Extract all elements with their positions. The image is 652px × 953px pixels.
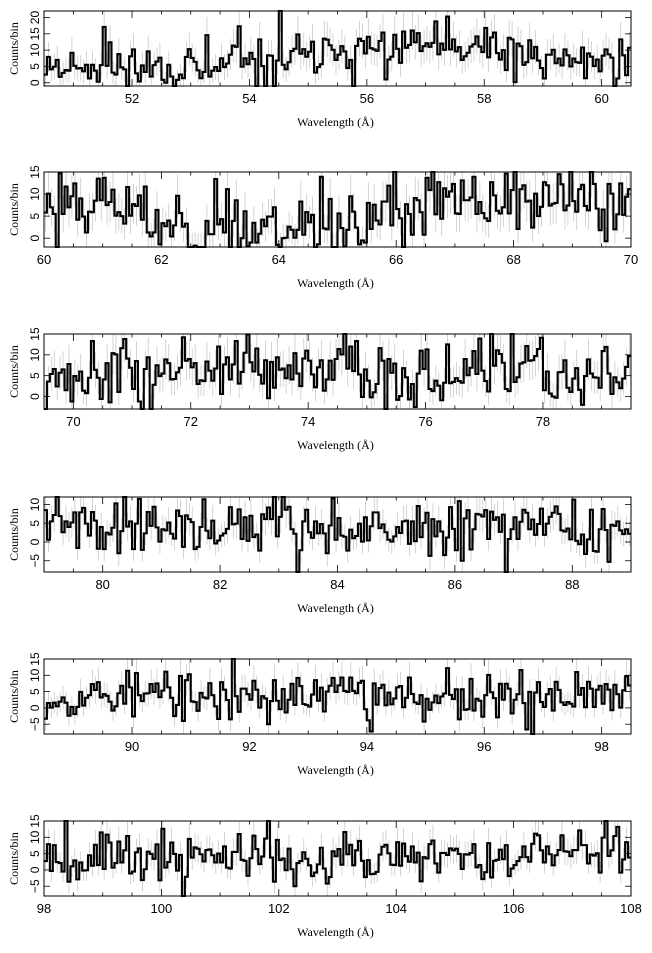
y-tick-label: 0 — [28, 704, 42, 711]
x-tick-label: 108 — [620, 901, 642, 916]
step-histogram-panel-3 — [44, 332, 631, 411]
y-tick-label: 15 — [28, 652, 42, 666]
y-tick-label: 10 — [28, 498, 42, 512]
y-tick-label: 10 — [28, 668, 42, 682]
y-tick-label: 20 — [28, 11, 42, 25]
y-axis-label: Counts/bin — [7, 832, 21, 885]
x-axis-label: Wavelength (Å) — [297, 438, 374, 452]
y-tick-label: 5 — [28, 688, 42, 695]
x-tick-label: 106 — [503, 901, 525, 916]
step-histogram-panel-6 — [44, 819, 631, 898]
x-tick-label: 94 — [360, 739, 374, 754]
x-tick-label: 98 — [37, 901, 51, 916]
x-tick-label: 70 — [624, 252, 638, 267]
y-tick-label: 5 — [28, 850, 42, 857]
y-tick-label: 5 — [28, 372, 42, 379]
x-tick-label: 60 — [594, 91, 608, 106]
x-tick-label: 62 — [154, 252, 168, 267]
y-tick-label: 0 — [28, 538, 42, 545]
x-tick-label: 102 — [268, 901, 290, 916]
x-tick-label: 98 — [594, 739, 608, 754]
x-axis-label: Wavelength (Å) — [297, 276, 374, 290]
x-tick-label: 64 — [272, 252, 286, 267]
x-tick-label: 82 — [213, 577, 227, 592]
x-tick-label: 90 — [125, 739, 139, 754]
x-tick-label: 70 — [66, 414, 80, 429]
x-axis-label: Wavelength (Å) — [297, 601, 374, 615]
y-tick-label: 15 — [28, 27, 42, 41]
step-histogram-panel-4 — [44, 495, 631, 574]
y-tick-label: 15 — [28, 165, 42, 179]
x-tick-label: 92 — [242, 739, 256, 754]
x-tick-label: 74 — [301, 414, 315, 429]
y-tick-label: −5 — [28, 879, 42, 893]
x-tick-label: 84 — [330, 577, 344, 592]
x-tick-label: 100 — [151, 901, 173, 916]
x-axis-label: Wavelength (Å) — [297, 115, 374, 129]
spectrum-panel-2: 60 62 64 66 68 70 0 5 10 15 Wavelength (Å) Counts/b… — [7, 165, 638, 290]
y-tick-label: 10 — [28, 830, 42, 844]
x-tick-label: 76 — [418, 414, 432, 429]
y-tick-label: 5 — [28, 63, 42, 70]
spectrum-panel-5: 90 92 94 96 98 −5 0 5 10 15 Wavelength (Å) Counts/b… — [7, 652, 632, 777]
step-histogram-panel-1 — [44, 9, 631, 88]
x-axis-label: Wavelength (Å) — [297, 925, 374, 939]
x-tick-label: 88 — [565, 577, 579, 592]
x-tick-label: 58 — [477, 91, 491, 106]
x-tick-label: 72 — [184, 414, 198, 429]
x-tick-label: 54 — [242, 91, 256, 106]
y-axis-label: Counts/bin — [7, 670, 21, 723]
y-tick-label: 5 — [28, 520, 42, 527]
spectrum-panel-4: 80 82 84 86 88 −5 0 5 10 Wavelength (Å) Counts/bin — [7, 495, 632, 615]
y-tick-label: 0 — [28, 79, 42, 86]
y-tick-label: 10 — [28, 187, 42, 201]
x-tick-label: 68 — [506, 252, 520, 267]
x-tick-label: 78 — [536, 414, 550, 429]
y-tick-label: 5 — [28, 212, 42, 219]
x-tick-label: 56 — [360, 91, 374, 106]
spectrum-panel-6: 98 100 102 104 106 108 −5 0 5 10 15 Wavelength (Å) C… — [7, 814, 642, 939]
y-tick-label: 10 — [28, 348, 42, 362]
y-axis-label: Counts/bin — [7, 508, 21, 561]
y-tick-label: 15 — [28, 327, 42, 341]
y-axis-label: Counts/bin — [7, 22, 21, 75]
y-tick-label: −5 — [28, 554, 42, 568]
spectrum-panel-3: 70 72 74 76 78 0 5 10 15 Wavelength (Å) Counts/bin — [7, 327, 632, 452]
spectrum-panel-1: 52 54 56 58 60 0 5 10 15 20 Wavelength (Å) Counts/b… — [7, 9, 632, 129]
y-tick-label: 10 — [28, 43, 42, 57]
x-tick-label: 86 — [448, 577, 462, 592]
x-tick-label: 60 — [37, 252, 51, 267]
y-tick-label: 0 — [28, 235, 42, 242]
y-tick-label: 0 — [28, 393, 42, 400]
y-axis-label: Counts/bin — [7, 345, 21, 398]
y-tick-label: 15 — [28, 814, 42, 828]
x-tick-label: 104 — [385, 901, 407, 916]
x-tick-label: 52 — [125, 91, 139, 106]
x-tick-label: 96 — [477, 739, 491, 754]
x-tick-label: 66 — [389, 252, 403, 267]
step-histogram-panel-5 — [44, 657, 631, 736]
y-tick-label: −5 — [28, 717, 42, 731]
x-axis-label: Wavelength (Å) — [297, 763, 374, 777]
x-tick-label: 80 — [95, 577, 109, 592]
y-tick-label: 0 — [28, 866, 42, 873]
step-histogram-panel-2 — [44, 170, 631, 249]
y-axis-label: Counts/bin — [7, 183, 21, 236]
